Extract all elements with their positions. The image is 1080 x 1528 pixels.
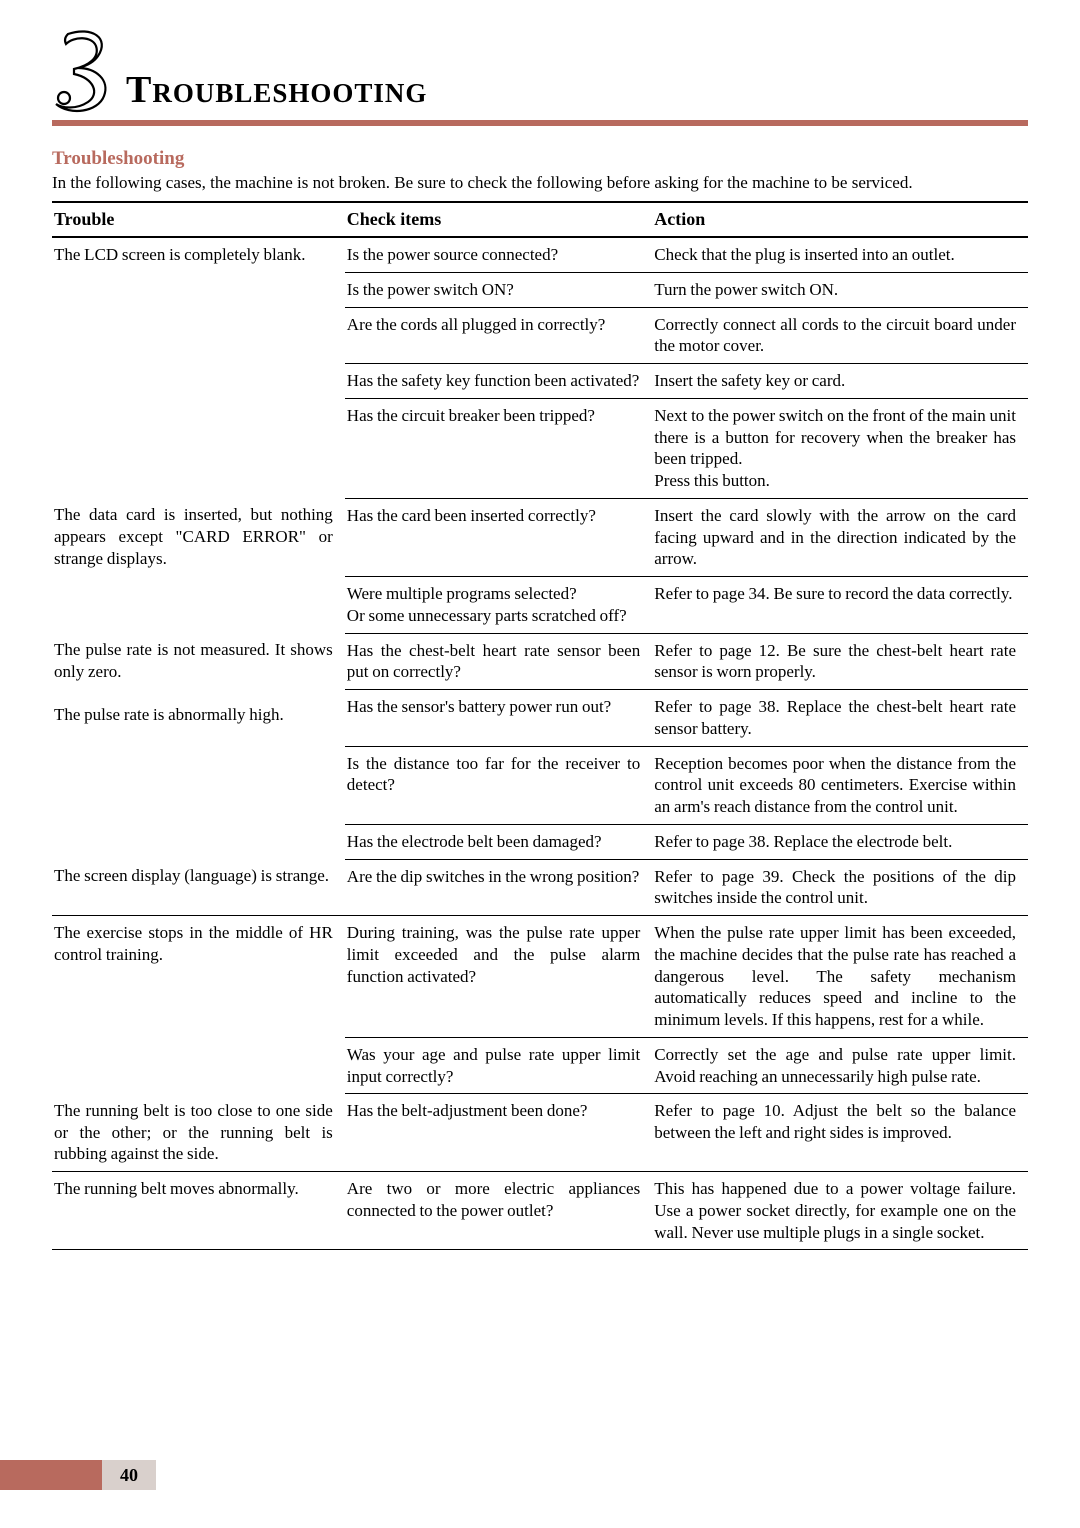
action-cell: Correctly connect all cords to the circu… (652, 307, 1028, 364)
table-row: The screen display (language) is strange… (52, 859, 1028, 916)
check-cell: Has the sensor's battery power run out? (345, 690, 652, 747)
check-cell: Are the dip switches in the wrong positi… (345, 859, 652, 916)
trouble-cell: The data card is inserted, but nothing a… (52, 498, 345, 633)
check-cell: Has the chest-belt heart rate sensor bee… (345, 633, 652, 690)
col-action-header: Action (652, 202, 1028, 237)
troubleshoot-table: Trouble Check items Action The LCD scree… (52, 201, 1028, 1250)
manual-page: Troubleshooting Troubleshooting In the f… (0, 0, 1080, 1250)
trouble-cell: The exercise stops in the middle of HR c… (52, 916, 345, 1094)
check-cell: Is the power switch ON? (345, 272, 652, 307)
chapter-title: Troubleshooting (126, 68, 427, 114)
chapter-number-icon (52, 28, 112, 114)
action-cell: Insert the safety key or card. (652, 364, 1028, 399)
trouble-cell: The LCD screen is completely blank. (52, 237, 345, 498)
footer-accent-bar (0, 1460, 102, 1490)
check-cell: Has the card been inserted correctly? (345, 498, 652, 576)
action-cell: Refer to page 38. Replace the electrode … (652, 824, 1028, 859)
header-rule (52, 120, 1028, 126)
action-cell: When the pulse rate upper limit has been… (652, 916, 1028, 1038)
col-trouble-header: Trouble (52, 202, 345, 237)
table-row: The running belt moves abnormally.Are tw… (52, 1172, 1028, 1250)
col-check-header: Check items (345, 202, 652, 237)
table-row: The data card is inserted, but nothing a… (52, 498, 1028, 576)
trouble-cell: The running belt is too close to one sid… (52, 1094, 345, 1172)
check-cell: Has the belt-adjustment been done? (345, 1094, 652, 1172)
trouble-cell: The pulse rate is not measured. It shows… (52, 633, 345, 859)
action-cell: Reception becomes poor when the distance… (652, 746, 1028, 824)
section-title: Troubleshooting (52, 148, 1028, 170)
table-row: The LCD screen is completely blank.Is th… (52, 237, 1028, 272)
action-cell: Refer to page 10. Adjust the belt so the… (652, 1094, 1028, 1172)
table-row: The pulse rate is not measured. It shows… (52, 633, 1028, 690)
action-cell: Correctly set the age and pulse rate upp… (652, 1037, 1028, 1094)
action-cell: Refer to page 38. Replace the chest-belt… (652, 690, 1028, 747)
check-cell: Has the electrode belt been damaged? (345, 824, 652, 859)
check-cell: Were multiple programs selected? Or some… (345, 577, 652, 634)
page-footer: 40 (0, 1460, 156, 1490)
check-cell: Is the distance too far for the receiver… (345, 746, 652, 824)
action-cell: This has happened due to a power voltage… (652, 1172, 1028, 1250)
check-cell: Is the power source connected? (345, 237, 652, 272)
action-cell: Refer to page 12. Be sure the chest-belt… (652, 633, 1028, 690)
table-row: The exercise stops in the middle of HR c… (52, 916, 1028, 1038)
check-cell: Was your age and pulse rate upper limit … (345, 1037, 652, 1094)
check-cell: During training, was the pulse rate uppe… (345, 916, 652, 1038)
check-cell: Are the cords all plugged in correctly? (345, 307, 652, 364)
action-cell: Insert the card slowly with the arrow on… (652, 498, 1028, 576)
action-cell: Check that the plug is inserted into an … (652, 237, 1028, 272)
check-cell: Are two or more electric appliances conn… (345, 1172, 652, 1250)
check-cell: Has the safety key function been activat… (345, 364, 652, 399)
check-cell: Has the circuit breaker been tripped? (345, 398, 652, 498)
table-row: The running belt is too close to one sid… (52, 1094, 1028, 1172)
chapter-header: Troubleshooting (52, 28, 1028, 114)
trouble-cell: The running belt moves abnormally. (52, 1172, 345, 1250)
trouble-cell: The screen display (language) is strange… (52, 859, 345, 916)
table-header-row: Trouble Check items Action (52, 202, 1028, 237)
action-cell: Refer to page 34. Be sure to record the … (652, 577, 1028, 634)
page-number: 40 (102, 1460, 156, 1490)
action-cell: Refer to page 39. Check the positions of… (652, 859, 1028, 916)
section-intro: In the following cases, the machine is n… (52, 173, 1028, 193)
action-cell: Turn the power switch ON. (652, 272, 1028, 307)
action-cell: Next to the power switch on the front of… (652, 398, 1028, 498)
